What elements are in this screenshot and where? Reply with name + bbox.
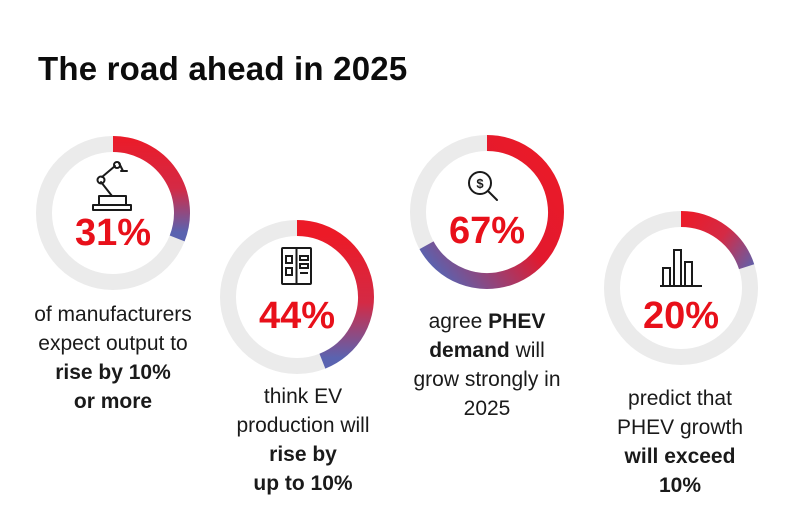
donut-4 (604, 211, 758, 365)
battery-module-icon (281, 247, 312, 285)
caption-line: production will (236, 414, 370, 437)
caption-line: of manufacturers (34, 303, 192, 326)
donut-1-value-arc (112, 136, 190, 242)
donut-3-value-label: 67% (448, 210, 526, 252)
caption-line: think EV (263, 385, 343, 408)
caption-1: of manufacturers expect output to rise b… (8, 300, 218, 416)
bold-phrase: PHEV (488, 310, 546, 333)
bar-chart-icon (660, 249, 702, 287)
caption-line: rise by (269, 443, 337, 466)
caption-line: rise by 10% (55, 361, 171, 384)
donut-2-value-arc (296, 220, 374, 369)
donut-2-value-label: 44% (258, 295, 336, 337)
donut-1-value-label: 31% (74, 212, 152, 254)
caption-line: agree PHEV (428, 310, 546, 333)
caption-line: expect output to (38, 332, 188, 355)
page-title: The road ahead in 2025 (38, 50, 408, 87)
caption-line: predict that (628, 387, 732, 410)
caption-2: think EV production will rise by up to 1… (208, 382, 398, 498)
caption-4: predict that PHEV growth will exceed 10% (590, 384, 770, 500)
bold-phrase: demand (429, 339, 510, 362)
donut-4-value-label: 20% (642, 295, 720, 337)
caption-line: grow strongly in (413, 368, 561, 391)
dollar-search-icon: $ (468, 171, 498, 201)
caption-line: demand will (429, 339, 545, 362)
caption-line: 10% (658, 474, 702, 497)
caption-line: PHEV growth (616, 416, 744, 439)
donut-2 (220, 220, 374, 374)
donut-4-value-arc (680, 211, 755, 270)
caption-line: or more (73, 390, 153, 413)
caption-3: agree PHEV demand will grow strongly in … (392, 307, 582, 423)
svg-text:$: $ (476, 176, 484, 191)
donut-3: $ (410, 135, 564, 289)
robot-arm-icon (92, 161, 132, 211)
caption-line: 2025 (463, 397, 511, 420)
donut-3-value-arc (419, 135, 564, 289)
donut-1 (36, 136, 190, 290)
caption-line: up to 10% (253, 472, 353, 495)
caption-line: will exceed (624, 445, 736, 468)
